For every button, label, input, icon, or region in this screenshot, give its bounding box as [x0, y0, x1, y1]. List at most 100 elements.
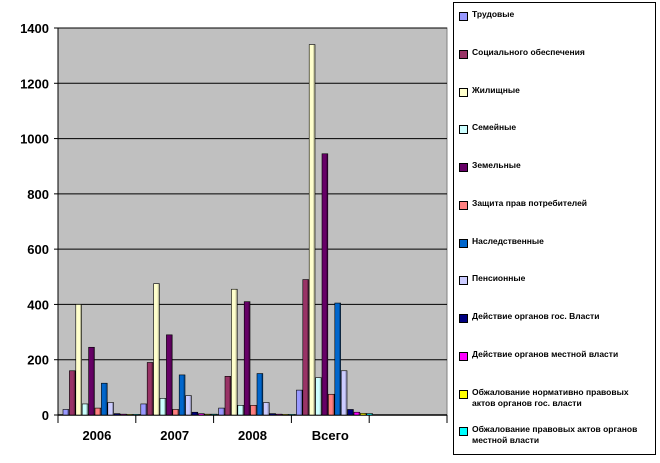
bar-shade	[222, 408, 225, 415]
bar-shade	[267, 402, 270, 415]
bar	[113, 413, 121, 416]
bar-shade	[145, 403, 147, 415]
legend-swatch	[459, 200, 468, 210]
bar-shade	[99, 408, 101, 415]
legend-swatch	[459, 49, 468, 59]
bar	[347, 409, 354, 416]
bar-shade	[209, 414, 211, 415]
bar	[308, 44, 316, 416]
plot-area	[57, 27, 448, 416]
legend-label: Жилищные	[472, 84, 520, 95]
legend-item: Обжалование нормативно правовых актов ор…	[459, 387, 654, 409]
legend-item: Действие органов местной власти	[459, 349, 654, 361]
legend-swatch	[459, 314, 468, 323]
bar	[243, 301, 251, 416]
bar-shade	[235, 289, 238, 415]
bar-shade	[124, 414, 127, 415]
bar	[334, 302, 341, 416]
legend-swatch	[459, 163, 468, 172]
bar	[315, 377, 322, 416]
bar-shade	[242, 405, 244, 415]
y-tick-label: 1000	[20, 132, 49, 147]
legend-label: Защита прав потребителей	[472, 197, 588, 208]
legend-label: Пенсионные	[472, 273, 526, 284]
legend-item: Трудовые	[459, 9, 654, 21]
bar	[366, 413, 373, 416]
bar-shade	[131, 414, 133, 416]
legend-label: Обжалование правовых актов органов местн…	[472, 424, 638, 446]
bar-shade	[196, 412, 198, 415]
bar	[237, 405, 244, 416]
y-tick-label: 800	[27, 187, 49, 202]
bar	[120, 413, 127, 416]
legend-item: Обжалование правовых актов органов местн…	[459, 424, 654, 446]
legend-label: Социального обеспечения	[472, 46, 585, 57]
bar	[198, 413, 205, 416]
bar-shade	[183, 374, 185, 415]
legend-swatch	[459, 389, 468, 399]
legend-swatch	[459, 427, 468, 437]
legend-item: Жилищные	[459, 85, 654, 97]
bar	[75, 304, 82, 416]
legend-label: Семейные	[472, 122, 517, 133]
bar-shade	[118, 413, 120, 415]
bar-shade	[345, 370, 347, 415]
bar	[263, 402, 270, 416]
bar	[159, 398, 167, 416]
bar-shade	[105, 383, 108, 415]
legend-label: Обжалование нормативно правовых актов ор…	[472, 386, 629, 408]
y-tick-label: 200	[27, 353, 49, 368]
bar-shade	[189, 395, 192, 415]
y-tick-label: 600	[27, 242, 49, 257]
legend-item: Наследственные	[459, 236, 654, 248]
bar	[166, 334, 173, 416]
legend-label: Действие органов гос. Власти	[472, 311, 600, 321]
bar-shade	[177, 409, 179, 415]
bar-shade	[112, 402, 114, 415]
bar	[191, 411, 199, 416]
y-tick-label: 400	[27, 297, 49, 312]
bar	[62, 409, 70, 416]
bar-shade	[300, 390, 303, 415]
bar-shade	[351, 409, 354, 415]
bar	[146, 362, 154, 416]
bar-shade	[164, 398, 166, 415]
bar-shade	[73, 370, 76, 415]
bar-shade	[151, 362, 153, 415]
bar-shade	[293, 414, 295, 416]
bar	[282, 414, 289, 416]
bar	[94, 407, 102, 416]
bar	[172, 409, 179, 416]
bar	[250, 405, 257, 416]
bar	[360, 413, 367, 416]
bar	[328, 393, 335, 416]
legend-item: Защита прав потребителей	[459, 198, 654, 210]
bar	[302, 279, 309, 416]
bar-shade	[157, 283, 160, 415]
chart-legend: Трудовые Социального обеспечения Жилищные С…	[453, 2, 656, 455]
bar-shade	[67, 409, 69, 415]
bar-shade	[286, 414, 289, 416]
legend-label: Действие органов местной власти	[472, 348, 619, 359]
bar-shade	[137, 414, 140, 416]
bar-shade	[319, 377, 322, 415]
bar	[101, 382, 108, 416]
legend-swatch	[459, 87, 468, 97]
legend-item: Земельные	[459, 160, 654, 172]
bar-shade	[274, 413, 276, 415]
bar-shade	[358, 412, 360, 415]
y-tick-label: 1400	[20, 21, 49, 36]
chart: 0 200 400 600 800 1000 1200 1400 2006 2007 2008 Все…	[20, 21, 448, 443]
bar-shade	[326, 153, 328, 415]
bar	[153, 283, 160, 416]
bar	[88, 346, 95, 416]
bar	[296, 389, 303, 416]
y-tick-label: 1200	[20, 76, 49, 91]
bar-shade	[339, 303, 341, 415]
bar-shade	[364, 413, 367, 415]
bar-shade	[202, 413, 205, 415]
legend-label: Земельные	[472, 160, 521, 170]
bar	[126, 414, 134, 416]
bar-shade	[92, 347, 95, 415]
bar-shade	[313, 44, 315, 416]
